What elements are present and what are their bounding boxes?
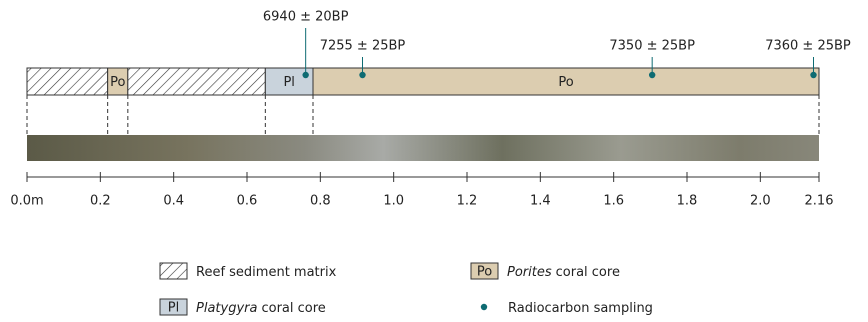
legend-text: coral core [261, 301, 325, 316]
legend-label: Reef sediment matrix [196, 265, 337, 280]
core-photo [27, 135, 819, 161]
x-tick-label: 0.0m [10, 194, 43, 209]
legend-text: Reef sediment matrix [196, 265, 337, 280]
x-tick-label: 0.8 [310, 194, 331, 209]
legend-italic: Porites [507, 265, 552, 280]
x-tick-label: 0.4 [163, 194, 184, 209]
legend-label: Porites coral core [507, 265, 620, 280]
legend-swatch-label: Pl [168, 301, 179, 316]
legend-label: Radiocarbon sampling [508, 301, 653, 316]
segment-label: Po [110, 75, 125, 90]
legend-swatch [160, 263, 187, 279]
legend-text: Radiocarbon sampling [508, 301, 653, 316]
x-tick-label: 0.6 [237, 194, 258, 209]
x-tick-label: 0.2 [90, 194, 111, 209]
core-segment [128, 68, 266, 95]
segment-label: Pl [283, 75, 294, 90]
segment-label: Po [558, 75, 573, 90]
x-tick-label: 1.4 [530, 194, 551, 209]
sample-point [810, 72, 816, 78]
x-tick-label: 1.6 [603, 194, 624, 209]
sample-label: 7255 ± 25BP [320, 39, 406, 54]
legend-marker [481, 304, 487, 310]
x-tick-label: 1.0 [383, 194, 404, 209]
core-log: Po Pl Po 6940 ± 20BP 7255 ± 25BP 7350 ± 25BP 7… [0, 0, 868, 318]
x-tick-label: 1.8 [677, 194, 698, 209]
x-tick-label: 2.16 [805, 194, 834, 209]
legend-text: coral core [556, 265, 620, 280]
sample-label: 7350 ± 25BP [609, 39, 695, 54]
sample-point [649, 72, 655, 78]
legend-swatch-label: Po [477, 265, 492, 280]
sample-label: 7360 ± 25BP [765, 39, 851, 54]
legend-label: Platygyra coral core [196, 301, 326, 316]
core-segment [27, 68, 108, 95]
sample-point [359, 72, 365, 78]
x-tick-label: 1.2 [457, 194, 478, 209]
legend-italic: Platygyra [196, 301, 257, 316]
sample-point [302, 72, 308, 78]
sample-label: 6940 ± 20BP [263, 10, 349, 25]
x-tick-label: 2.0 [750, 194, 771, 209]
